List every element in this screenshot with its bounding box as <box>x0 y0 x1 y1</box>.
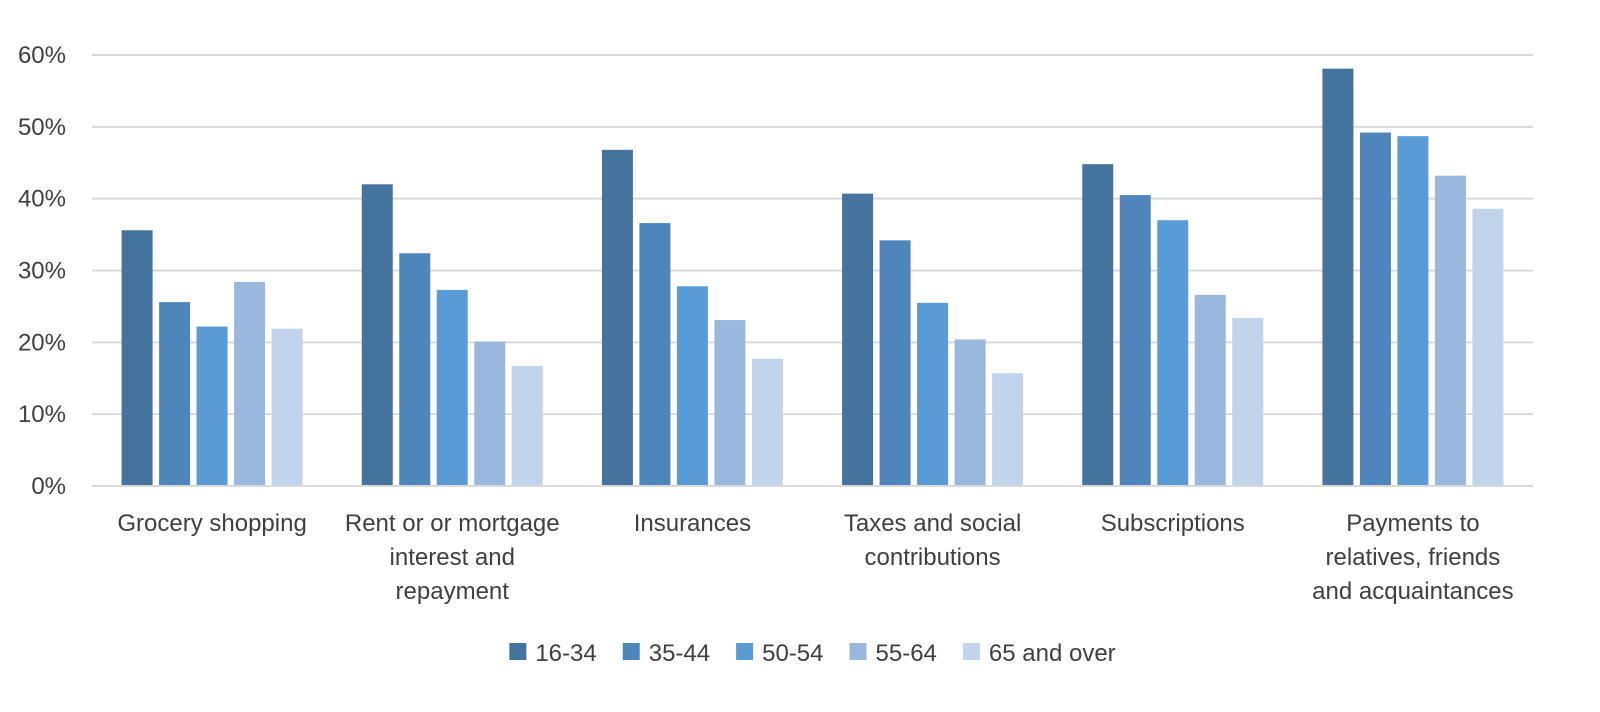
category-label: interest and <box>390 544 515 571</box>
legend-item-35-44: 35-44 <box>622 640 710 667</box>
bar-50-54-cat-3 <box>917 302 949 486</box>
bar-55-64-cat-2 <box>714 320 746 486</box>
y-tick-label: 60% <box>18 42 66 69</box>
bar-55-64-cat-3 <box>954 339 986 486</box>
bar-16-34-cat-2 <box>601 149 633 486</box>
bar-65-and-over-cat-3 <box>992 373 1024 486</box>
bar-16-34-cat-1 <box>361 184 393 487</box>
legend-item-55-64: 55-64 <box>849 640 937 667</box>
y-tick-label: 40% <box>18 186 66 213</box>
bar-35-44-cat-1 <box>399 253 431 486</box>
category-label: and acquaintances <box>1312 578 1514 605</box>
legend-swatch <box>622 643 640 660</box>
bar-50-54-cat-2 <box>676 286 708 486</box>
bar-65-and-over-cat-1 <box>511 366 543 486</box>
bars <box>121 68 1504 487</box>
y-tick-label: 0% <box>31 473 66 500</box>
legend-swatch <box>736 643 754 660</box>
bar-16-34-cat-4 <box>1082 164 1114 487</box>
category-label: Insurances <box>634 510 751 537</box>
bar-65-and-over-cat-2 <box>751 358 783 486</box>
legend-label: 65 and over <box>989 640 1116 667</box>
category-label: Taxes and social <box>844 510 1021 537</box>
bar-35-44-cat-5 <box>1359 132 1391 486</box>
bar-55-64-cat-0 <box>234 281 266 486</box>
legend-swatch <box>962 643 980 660</box>
legend-label: 50-54 <box>762 640 823 667</box>
category-label: contributions <box>865 544 1001 571</box>
bar-16-34-cat-0 <box>121 230 153 486</box>
bar-55-64-cat-1 <box>474 341 506 486</box>
bar-16-34-cat-5 <box>1322 68 1354 487</box>
y-tick-label: 20% <box>18 329 66 356</box>
bar-35-44-cat-4 <box>1119 195 1151 486</box>
category-label: Payments to <box>1346 510 1479 537</box>
bar-50-54-cat-5 <box>1397 136 1429 486</box>
bar-35-44-cat-3 <box>879 240 911 486</box>
bar-50-54-cat-4 <box>1157 220 1189 486</box>
legend-label: 16-34 <box>535 640 596 667</box>
bar-65-and-over-cat-4 <box>1232 317 1264 486</box>
bar-16-34-cat-3 <box>842 193 874 486</box>
bar-35-44-cat-2 <box>639 223 671 486</box>
legend-label: 55-64 <box>876 640 937 667</box>
bar-55-64-cat-5 <box>1434 175 1466 486</box>
bar-50-54-cat-0 <box>196 326 228 486</box>
bar-65-and-over-cat-5 <box>1472 208 1504 486</box>
bar-35-44-cat-0 <box>159 302 191 486</box>
legend-swatch <box>849 643 867 660</box>
category-label: Grocery shopping <box>117 510 306 537</box>
legend-swatch <box>509 643 527 660</box>
category-label: Rent or or mortgage <box>345 510 560 537</box>
legend: 16-34 35-44 50-54 55-64 65 and over <box>509 640 1116 667</box>
category-label: Subscriptions <box>1101 510 1245 537</box>
gridlines <box>92 54 1533 416</box>
legend-item-65-and-over: 65 and over <box>962 640 1116 667</box>
legend-item-50-54: 50-54 <box>736 640 824 667</box>
bar-55-64-cat-4 <box>1194 294 1226 486</box>
category-label: repayment <box>396 578 510 605</box>
legend-label: 35-44 <box>649 640 710 667</box>
bar-65-and-over-cat-0 <box>271 328 303 486</box>
bar-50-54-cat-1 <box>436 289 468 486</box>
category-labels: Grocery shopping Rent or or mortgage inter… <box>117 510 1513 605</box>
y-tick-label: 10% <box>18 401 66 428</box>
y-tick-label: 50% <box>18 114 66 141</box>
legend-item-16-34: 16-34 <box>509 640 597 667</box>
category-label: relatives, friends <box>1326 544 1501 571</box>
y-axis-tick-labels: 0% 10% 20% 30% 40% 50% 60% <box>18 42 66 500</box>
y-tick-label: 30% <box>18 258 66 285</box>
